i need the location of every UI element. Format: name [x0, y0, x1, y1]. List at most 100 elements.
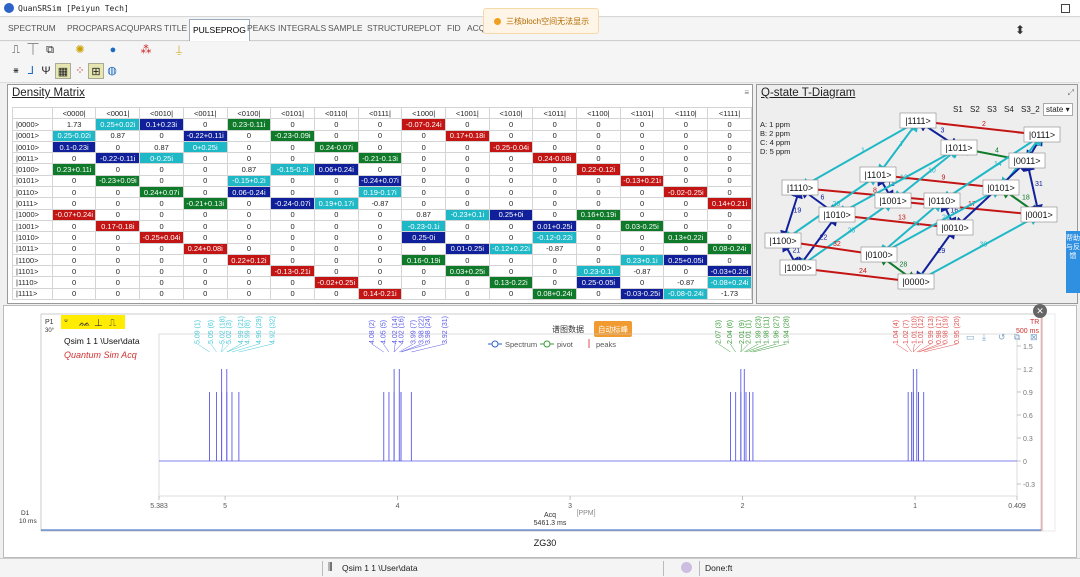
- state-button-s2[interactable]: S2: [970, 105, 980, 114]
- state-label: |0111>: [1029, 130, 1055, 140]
- matrix-cell: 0: [488, 287, 534, 301]
- matrix-cell: -0.21+0.13i: [182, 197, 228, 210]
- matrix-cell: 0.24-0.08i: [532, 152, 578, 165]
- matrix-cell: 0: [707, 152, 752, 165]
- atom-icon[interactable]: ⁂: [140, 44, 152, 56]
- spectrum-panel: P1 30° ᐡ ᨐ ⊥ ⎍ Qsim 1 1 \User\data Quantum Sim …: [3, 305, 1077, 558]
- matrix-cell: 0.23-0.1i: [576, 265, 621, 278]
- matrix-cell: 0.87: [95, 129, 141, 142]
- matrix-cell: 0: [139, 129, 184, 142]
- tab-fid[interactable]: FID: [447, 23, 461, 33]
- scatter-icon[interactable]: ⁘: [75, 65, 85, 77]
- state-label: |1000>: [784, 263, 812, 273]
- peak-leader: [411, 343, 445, 353]
- peak-leader: [745, 343, 767, 353]
- tab-title[interactable]: TITLE: [164, 23, 188, 33]
- tab-sample[interactable]: SAMPLE: [328, 23, 363, 33]
- matrix-cell: 0: [663, 197, 709, 210]
- axes-icon[interactable]: ⅃: [27, 65, 35, 77]
- matrix-icon[interactable]: ▦: [55, 63, 71, 79]
- transition-label: 29: [938, 248, 946, 255]
- matrix-cell: 0: [401, 197, 447, 210]
- globe-icon[interactable]: ●: [109, 44, 117, 56]
- matrix-cell: 0: [532, 276, 578, 289]
- tab-structure[interactable]: STRUCTURE: [367, 23, 420, 33]
- expand-icon[interactable]: ⤢: [1067, 88, 1074, 97]
- state-box: [1023, 126, 1061, 143]
- help-feedback-button[interactable]: 帮助与反馈: [1066, 231, 1080, 293]
- table-row: |1000> -0.07+0.24i 0 0 0 0 0 0 0 0.87 -0.23+0.1i 0.…: [12, 208, 752, 221]
- state-button-s3[interactable]: S3: [987, 105, 997, 114]
- diagram-icon[interactable]: ⊞: [88, 63, 104, 79]
- transition-label: 24: [859, 268, 867, 275]
- matrix-cell: -0.87: [532, 242, 578, 255]
- psi-icon[interactable]: Ψ: [41, 65, 51, 77]
- matrix-cell: 0: [51, 242, 97, 255]
- matrix-cell: 0: [707, 140, 752, 154]
- matrix-cell: 0: [357, 253, 403, 267]
- matrix-cell: 0: [226, 197, 272, 210]
- matrix-cell: 0.01+0.25i: [532, 219, 578, 233]
- matrix-cell: -0.03+0.25i: [707, 265, 752, 278]
- matrix-cell: 0: [663, 219, 709, 233]
- tab-plot[interactable]: PLOT: [419, 23, 442, 33]
- molecule-icon[interactable]: ✺: [75, 44, 85, 56]
- tab-acqupars[interactable]: ACQUPARS: [115, 23, 163, 33]
- tab-spectrum[interactable]: SPECTRUM: [8, 23, 56, 33]
- column-header: <1011|: [532, 106, 578, 120]
- state-button-s3-2[interactable]: S3_2: [1021, 105, 1040, 114]
- table-row: |1110> 0 0 0 0 0 0 -0.02+0.25i 0 0 0 0.13-0.22i 0 0.2…: [12, 276, 752, 289]
- state-button-s1[interactable]: S1: [953, 105, 963, 114]
- bloch-icon[interactable]: ◍: [107, 65, 117, 77]
- transition-label: 13: [898, 215, 906, 222]
- close-icon[interactable]: ✕: [1033, 304, 1047, 318]
- table-row: |0010> 0.1-0.23i 0 0.87 0+0.25i 0 0 0.24-0.07i 0…: [12, 140, 752, 154]
- plot-icon[interactable]: ⍊: [175, 44, 183, 56]
- matrix-cell: 0: [270, 242, 315, 255]
- maximize-icon[interactable]: [1061, 4, 1070, 13]
- peak-leader: [221, 343, 223, 353]
- matrix-cell: 0: [619, 197, 665, 210]
- x-tick-label: 0.409: [1008, 503, 1026, 510]
- matrix-cell: 0: [51, 231, 97, 244]
- pin-icon[interactable]: ⬍: [1015, 23, 1026, 37]
- matrix-cell: 0: [357, 265, 403, 278]
- state-button-s4[interactable]: S4: [1004, 105, 1014, 114]
- legend-item: B: 2 ppm: [760, 129, 791, 138]
- state-select[interactable]: state ▾: [1043, 103, 1073, 116]
- matrix-cell: 0: [226, 219, 272, 233]
- tab-pulseprog[interactable]: PULSEPROG: [189, 19, 250, 41]
- auto-peak-button: [594, 321, 632, 337]
- matrix-cell: 0: [182, 219, 228, 233]
- matrix-cell: 0: [707, 118, 752, 131]
- matrix-cell: 0+0.25i: [182, 140, 228, 154]
- peak-leader: [718, 343, 731, 353]
- toolbar-top: ⎍ ⏉ ⧉ ✺ ● ⁂ ⍊: [0, 42, 1080, 63]
- ppm-legend: A: 1 ppm B: 2 ppm C: 4 ppm D: 5 ppm: [760, 120, 790, 156]
- pulse-shape-icon: ⎍: [109, 318, 116, 329]
- matrix-cell: 0: [313, 152, 359, 165]
- plot-frame: [158, 333, 1018, 497]
- matrix-cell: 0.14-0.21i: [357, 287, 403, 301]
- q-state-panel: 1234567891011121314151617181920212223242…: [756, 84, 1078, 304]
- grid-small-icon[interactable]: ⋇: [12, 66, 20, 75]
- transition-label: 19: [794, 208, 802, 215]
- tab-peaks[interactable]: PEAKS: [247, 23, 276, 33]
- tab-procpars[interactable]: PROCPARS: [67, 23, 115, 33]
- matrix-cell: 0: [270, 276, 315, 289]
- menu-icon[interactable]: ≡: [744, 88, 749, 97]
- matrix-cell: 0: [401, 276, 447, 289]
- copy-icon[interactable]: ⧉: [46, 44, 54, 56]
- matrix-cell: -0.12-0.22i: [532, 231, 578, 244]
- matrix-cell: 0.08-0.24i: [707, 242, 752, 255]
- matrix-cell: 0: [445, 219, 490, 233]
- tab-integrals[interactable]: INTEGRALS: [278, 23, 327, 33]
- tab-acq[interactable]: ACQ: [467, 23, 486, 33]
- state-box: [859, 166, 897, 183]
- matrix-cell: 0.06-0.24i: [226, 186, 272, 199]
- density-matrix-table: <0000| <0001| <0010| <0011| <0100| <0101| <011…: [12, 106, 752, 301]
- pulse-icon[interactable]: ⎍: [12, 44, 20, 56]
- matrix-cell: 0: [401, 129, 447, 142]
- pulse-edit-icon[interactable]: ⏉: [27, 44, 39, 56]
- matrix-cell: 0: [707, 129, 752, 142]
